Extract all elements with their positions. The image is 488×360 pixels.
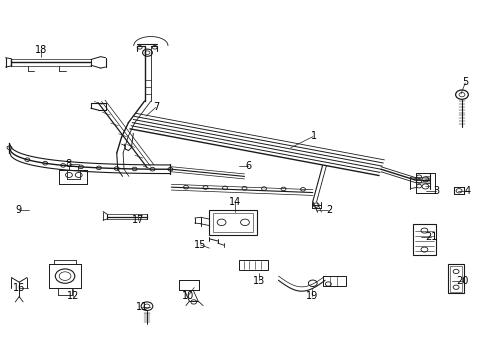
Text: 5: 5 bbox=[462, 77, 468, 87]
Text: 21: 21 bbox=[424, 232, 436, 242]
Text: 16: 16 bbox=[13, 283, 25, 293]
Bar bbox=[209, 210, 257, 234]
Text: 4: 4 bbox=[464, 186, 470, 197]
Text: 3: 3 bbox=[432, 186, 438, 197]
Bar bbox=[238, 260, 267, 270]
Text: 6: 6 bbox=[245, 161, 251, 171]
Text: 15: 15 bbox=[194, 240, 206, 250]
Bar bbox=[449, 266, 461, 292]
Text: 2: 2 bbox=[325, 206, 331, 216]
Text: 7: 7 bbox=[153, 102, 159, 112]
Text: 13: 13 bbox=[252, 276, 264, 286]
Text: 11: 11 bbox=[136, 302, 148, 312]
Text: 8: 8 bbox=[65, 159, 72, 169]
Bar bbox=[322, 276, 345, 286]
Text: 17: 17 bbox=[132, 215, 144, 225]
Bar bbox=[412, 224, 435, 255]
Text: 14: 14 bbox=[228, 197, 241, 207]
Text: 9: 9 bbox=[16, 206, 22, 216]
Text: 1: 1 bbox=[310, 131, 316, 141]
Text: 18: 18 bbox=[35, 45, 47, 55]
Bar bbox=[447, 264, 463, 293]
Text: 12: 12 bbox=[66, 291, 79, 301]
Bar bbox=[213, 213, 253, 231]
Text: 19: 19 bbox=[305, 292, 317, 301]
Text: 10: 10 bbox=[182, 291, 194, 301]
Text: 20: 20 bbox=[455, 276, 468, 286]
